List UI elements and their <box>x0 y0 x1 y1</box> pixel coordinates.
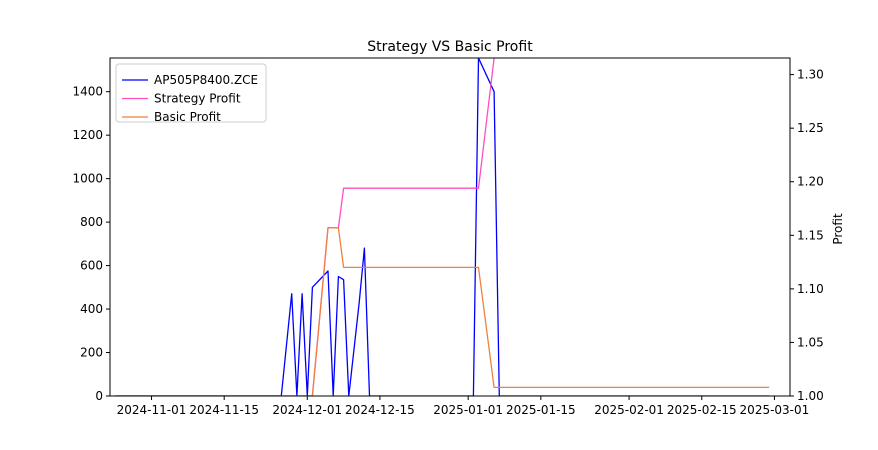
right-tick-label: 1.10 <box>797 282 824 296</box>
legend-box <box>115 63 267 123</box>
series-group <box>115 58 770 396</box>
left-tick-label: 600 <box>80 259 103 273</box>
x-tick-label: 2024-12-01 <box>272 403 342 417</box>
right-tick-label: 1.15 <box>797 228 824 242</box>
legend-label-basic-profit: Basic Profit <box>154 110 221 124</box>
x-tick-label: 2024-11-15 <box>189 403 259 417</box>
chart-title: Strategy VS Basic Profit <box>367 39 533 55</box>
right-tick-label: 1.00 <box>797 389 824 403</box>
left-tick-label: 1400 <box>72 85 103 99</box>
legend-label-ap505p8400-zce: AP505P8400.ZCE <box>154 73 258 87</box>
left-tick-label: 0 <box>95 389 103 403</box>
legend: AP505P8400.ZCE Strategy Profit Basic Profi… <box>115 63 267 124</box>
x-tick-label: 2024-12-15 <box>345 403 415 417</box>
axes-layer: 0 200 400 600 800 1000 1200 1400 1.00 1.05 1.10 1.1… <box>72 57 824 417</box>
x-tick-label: 2025-02-15 <box>667 403 737 417</box>
x-tick-label: 2025-02-01 <box>594 403 664 417</box>
x-tick-label: 2025-01-01 <box>433 403 503 417</box>
left-tick-label: 1200 <box>72 128 103 142</box>
right-tick-label: 1.20 <box>797 175 824 189</box>
plot-layer <box>115 58 770 396</box>
x-tick-label: 2024-11-01 <box>117 403 187 417</box>
left-tick-label: 800 <box>80 215 103 229</box>
plot-frame <box>109 57 791 397</box>
right-axis-label: Profit <box>831 213 845 245</box>
left-tick-label: 400 <box>80 302 103 316</box>
series-line-ap505p8400-zce <box>115 58 770 396</box>
series-line-basic-profit <box>115 227 770 396</box>
right-tick-label: 1.05 <box>797 335 824 349</box>
right-tick-label: 1.25 <box>797 121 824 135</box>
x-tick-label: 2025-01-15 <box>506 403 576 417</box>
x-tick-label: 2025-03-01 <box>740 403 810 417</box>
left-tick-label: 1000 <box>72 172 103 186</box>
left-tick-label: 200 <box>80 346 103 360</box>
right-tick-label: 1.30 <box>797 68 824 82</box>
legend-label-strategy-profit: Strategy Profit <box>154 92 241 106</box>
